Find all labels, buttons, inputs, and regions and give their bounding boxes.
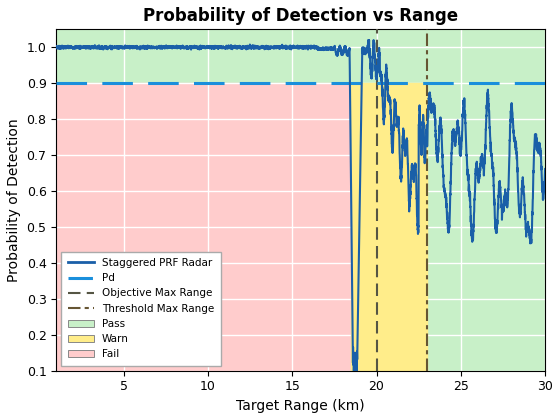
Legend: Staggered PRF Radar, Pd, Objective Max Range, Threshold Max Range, Pass, Warn, F: Staggered PRF Radar, Pd, Objective Max R… bbox=[62, 252, 221, 365]
X-axis label: Target Range (km): Target Range (km) bbox=[236, 399, 365, 413]
Bar bbox=[56, 83, 351, 371]
Title: Probability of Detection vs Range: Probability of Detection vs Range bbox=[143, 7, 458, 25]
Bar bbox=[56, 29, 545, 371]
Bar bbox=[351, 83, 427, 371]
Y-axis label: Probability of Detection: Probability of Detection bbox=[7, 118, 21, 282]
